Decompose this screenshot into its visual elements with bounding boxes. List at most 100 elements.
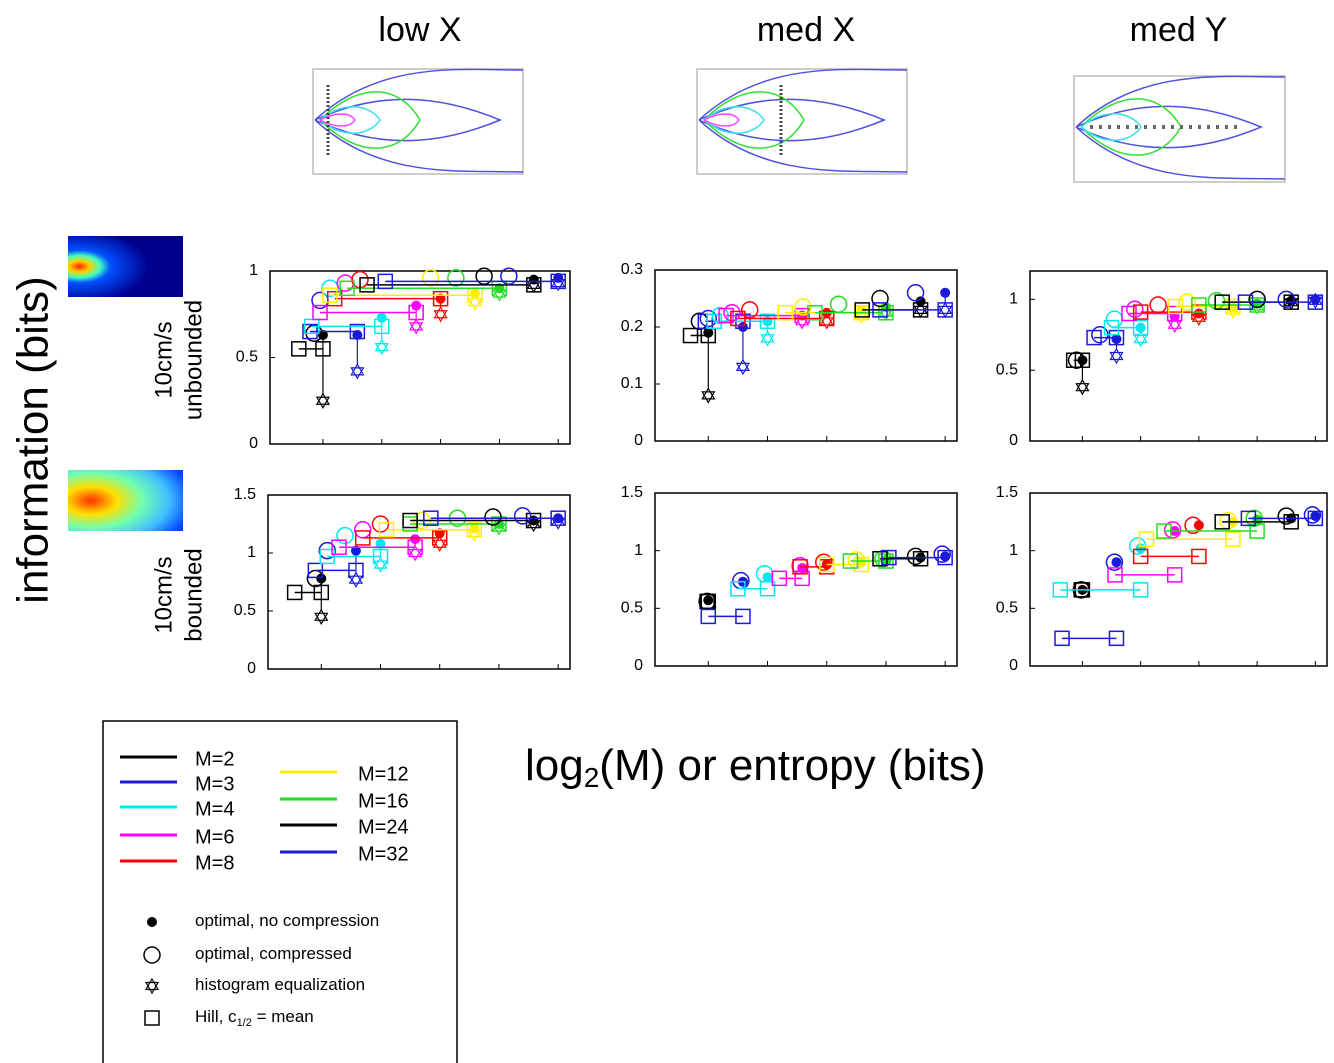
hill-marker: [312, 304, 328, 321]
hill-marker: [1214, 294, 1230, 310]
compressed-marker: [421, 269, 440, 287]
hill-marker: [1237, 294, 1254, 310]
y-tick-label: 1.5: [621, 484, 643, 501]
hill-marker: [1167, 298, 1184, 315]
hill-marker: [1052, 582, 1069, 598]
histeq-marker: [350, 363, 365, 380]
hill-marker: [354, 530, 371, 546]
optimal-marker: [553, 513, 564, 524]
compressed-marker: [933, 545, 951, 563]
compressed-marker: [815, 553, 833, 571]
hill-marker: [937, 549, 953, 566]
optimal-marker: [1310, 511, 1321, 522]
hill-marker: [842, 553, 859, 569]
compressed-marker: [1149, 296, 1167, 314]
subplot: 0 0.5 1 1.5: [234, 486, 571, 677]
hill-marker: [730, 310, 746, 327]
legend-marker-label: histogram equalization: [195, 975, 365, 994]
hill-marker: [1156, 523, 1172, 539]
histeq-marker: [938, 301, 953, 319]
row-label: 10cm/s: [150, 556, 177, 633]
optimal-marker: [880, 554, 891, 565]
optimal-marker: [411, 300, 422, 311]
optimal-marker: [1193, 520, 1204, 531]
row-label: unbounded: [180, 300, 207, 420]
histeq-marker: [1109, 347, 1124, 365]
hill-marker: [854, 302, 871, 318]
y-tick-label: 1: [1009, 291, 1018, 308]
row-label: bounded: [180, 548, 207, 641]
hill-marker: [339, 280, 355, 297]
plot-area: [1029, 270, 1328, 442]
hill-marker: [1108, 630, 1125, 647]
y-tick-label: 0: [1009, 432, 1018, 449]
legend-label: M=24: [358, 816, 409, 838]
compressed-marker: [500, 267, 518, 285]
optimal-marker: [435, 293, 446, 304]
hill-marker: [359, 277, 375, 293]
legend-marker-label: Hill, c1/2 = mean: [195, 1007, 314, 1028]
compressed-marker: [321, 279, 339, 298]
y-tick-label: 0: [249, 435, 258, 452]
optimal-marker: [410, 534, 421, 545]
histeq-marker: [374, 338, 389, 356]
hill-marker: [771, 570, 788, 587]
hill-marker: [1132, 582, 1149, 598]
hill-marker: [302, 323, 318, 340]
hill-marker: [735, 608, 751, 625]
histeq-marker: [819, 313, 834, 330]
histeq-marker: [735, 358, 751, 376]
compressed-marker: [1303, 506, 1322, 524]
compressed-marker: [336, 526, 354, 545]
hill-marker: [682, 327, 699, 344]
compressed-marker: [513, 507, 532, 525]
hill-marker: [319, 548, 335, 565]
compressed-marker: [1163, 521, 1182, 539]
compressed-marker: [484, 508, 502, 526]
hill-marker: [706, 313, 722, 330]
histeq-marker: [1133, 330, 1148, 348]
hill-marker: [286, 584, 303, 601]
hill-marker: [878, 553, 894, 569]
hill-marker: [697, 313, 714, 330]
hill-marker: [1132, 304, 1149, 320]
compressed-marker: [699, 309, 718, 328]
optimal-marker: [737, 322, 748, 332]
legend-marker-label-part: optimal, compressed: [195, 944, 352, 963]
optimal-marker: [1252, 298, 1263, 309]
histeq-marker: [314, 608, 329, 626]
hill-marker: [1191, 548, 1207, 565]
optimal-marker: [553, 272, 564, 283]
optimal-marker: [797, 562, 808, 573]
legend-label: M=12: [358, 763, 409, 785]
subplot: med X 0 0.1 0.2 0.3: [621, 11, 958, 449]
column-title: med Y: [1130, 11, 1228, 49]
legend-label: M=4: [195, 798, 234, 820]
hill-marker: [718, 307, 734, 324]
compressed-marker: [1105, 553, 1124, 571]
legend-symbol: [147, 917, 157, 927]
hill-marker: [872, 550, 888, 567]
y-tick-label: 0.1: [621, 375, 643, 392]
legend-marker-label-part: = mean: [252, 1007, 314, 1026]
optimal-marker: [703, 595, 714, 606]
hill-marker: [872, 302, 888, 318]
hill-marker: [700, 608, 717, 625]
legend-label: M=6: [195, 826, 234, 848]
compressed-marker: [1178, 293, 1196, 311]
hill-marker: [818, 556, 835, 573]
y-tick-label: 0.5: [996, 361, 1018, 378]
optimal-marker: [940, 287, 951, 298]
optimal-marker: [350, 545, 361, 556]
optimal-marker: [352, 330, 363, 341]
hill-marker: [1107, 567, 1123, 583]
legend-symbol: [144, 1010, 160, 1026]
hill-marker: [1214, 514, 1230, 530]
hill-marker: [730, 580, 746, 597]
optimal-marker: [434, 528, 445, 539]
y-tick-label: 0: [247, 660, 256, 677]
optimal-marker: [375, 538, 386, 549]
optimal-marker: [1310, 294, 1321, 305]
